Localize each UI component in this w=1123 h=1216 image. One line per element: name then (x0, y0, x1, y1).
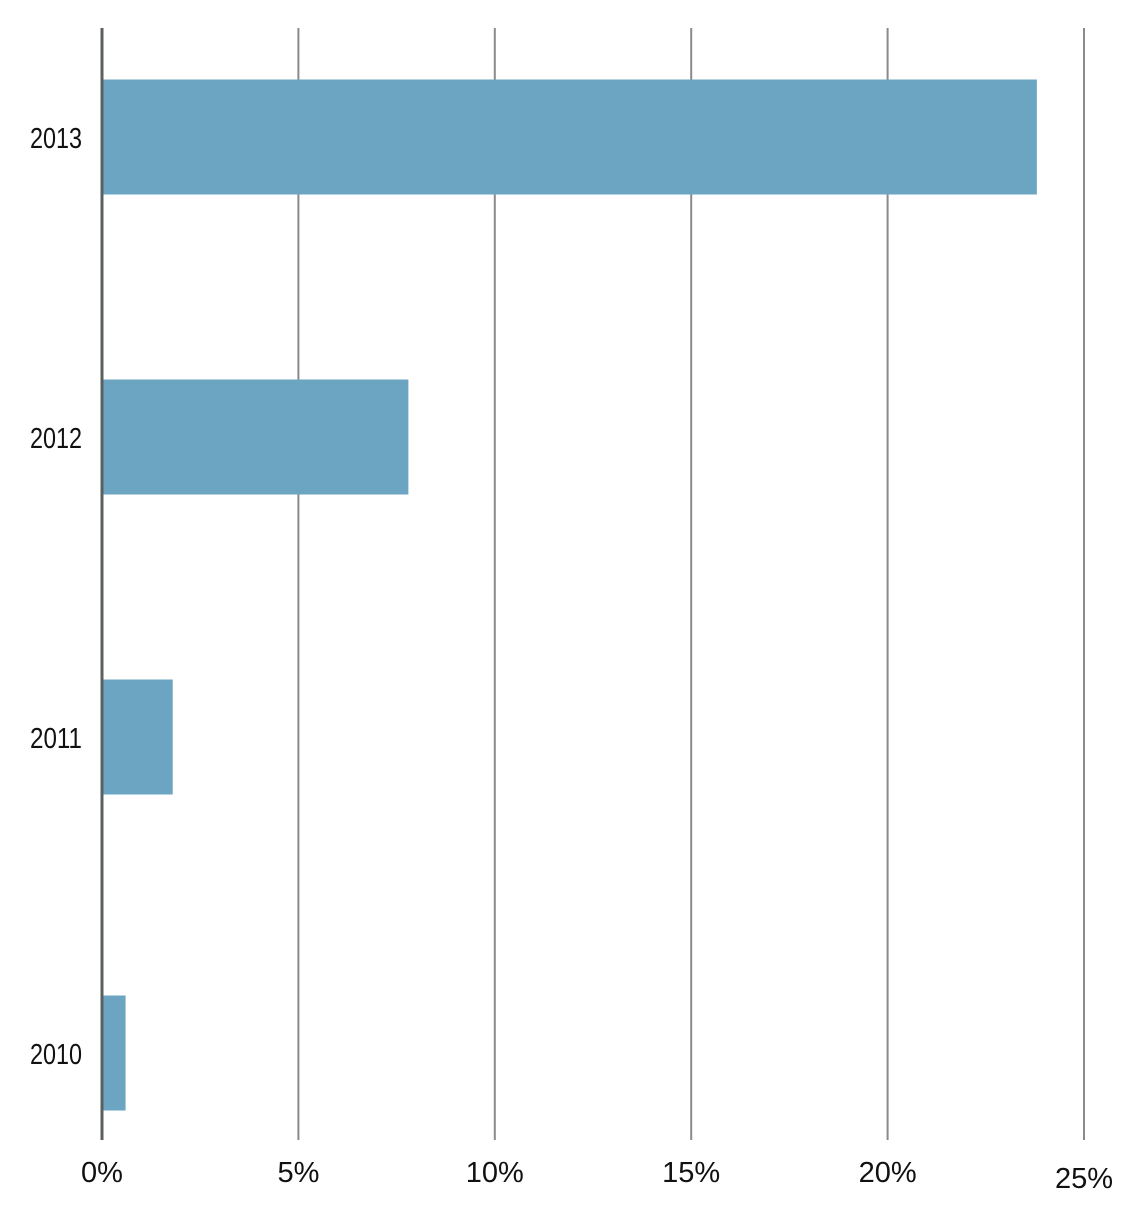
y-tick-label-2012: 2012 (30, 423, 82, 455)
x-tick-label-20pct: 20% (859, 1157, 917, 1189)
x-tick-label-5pct: 5% (277, 1157, 319, 1189)
x-tick-label-10pct: 10% (466, 1157, 524, 1189)
bar-2013 (102, 79, 1037, 195)
x-tick-label-15pct: 15% (662, 1157, 720, 1189)
bar-2012 (102, 379, 409, 495)
bars (102, 79, 1037, 1111)
y-tick-label-2010: 2010 (30, 1039, 82, 1071)
x-axis-tick-labels: 0% 5% 10% 15% 20% 25% (81, 1157, 1113, 1195)
bar-2010 (102, 995, 126, 1111)
gridlines (297, 28, 1085, 1140)
bar-2011 (102, 679, 173, 795)
x-tick-label-0pct: 0% (81, 1157, 123, 1189)
y-axis-tick-labels: 2013 2012 2011 2010 (30, 123, 82, 1071)
x-tick-label-25pct: 25% (1055, 1163, 1113, 1195)
y-tick-label-2013: 2013 (30, 123, 82, 155)
y-tick-label-2011: 2011 (30, 723, 82, 755)
